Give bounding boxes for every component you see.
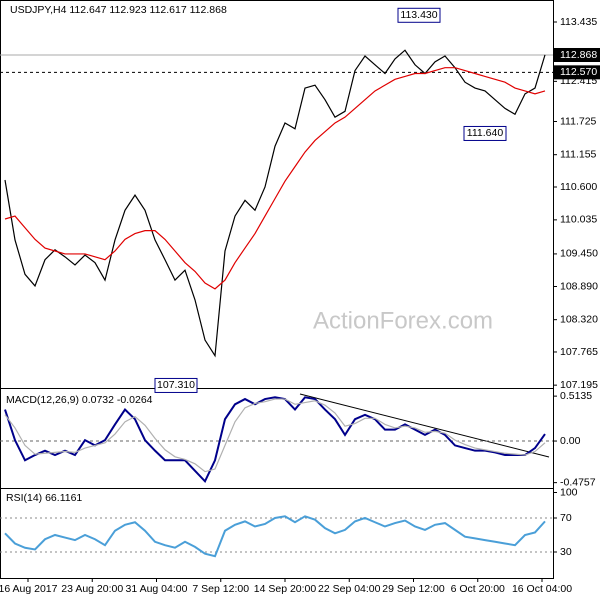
series-line xyxy=(4,398,546,473)
y-tick-label: 108.890 xyxy=(560,280,598,292)
rsi-title: RSI(14) 66.1161 xyxy=(6,492,82,504)
x-tick-label: 14 Sep 20:00 xyxy=(254,583,317,595)
x-tick-label: 7 Sep 12:00 xyxy=(192,583,249,595)
x-tick-label: 6 Oct 20:00 xyxy=(451,583,505,595)
y-tick-label: 30 xyxy=(560,546,572,558)
y-tick-label: 0.5135 xyxy=(560,390,592,402)
trend-line xyxy=(299,393,550,458)
annotation-box xyxy=(154,377,198,393)
watermark: ActionForex.com xyxy=(313,307,493,334)
series-line xyxy=(4,515,546,558)
x-tick-label: 29 Sep 12:00 xyxy=(382,583,445,595)
y-tick-label: 109.450 xyxy=(560,248,598,260)
price-label: 112.868 xyxy=(560,49,597,61)
y-tick-label: 107.195 xyxy=(560,379,598,391)
series-line xyxy=(4,396,546,484)
x-tick-label: 22 Sep 04:00 xyxy=(318,583,381,595)
x-tick-label: 23 Aug 20:00 xyxy=(61,583,123,595)
level-box xyxy=(554,65,600,80)
y-tick-label: 110.600 xyxy=(560,181,597,193)
y-tick-label: 110.035 xyxy=(560,214,597,226)
y-tick-label: -0.4757 xyxy=(560,476,596,488)
annotation-label: 111.640 xyxy=(467,127,504,139)
plot-frame xyxy=(0,0,554,579)
series-line xyxy=(4,67,546,290)
annotation-box xyxy=(463,125,507,141)
y-tick-label: 70 xyxy=(560,512,572,524)
x-tick-label: 31 Aug 04:00 xyxy=(126,583,188,595)
y-tick-label: 111.155 xyxy=(560,148,597,160)
y-tick-label: 0.00 xyxy=(560,435,581,447)
y-tick-label: 111.725 xyxy=(560,115,597,127)
y-tick-label: 108.320 xyxy=(560,313,598,325)
macd-title: MACD(12,26,9) 0.0732 -0.0264 xyxy=(6,394,153,406)
level-label: 112.570 xyxy=(560,66,597,78)
annotation-box xyxy=(397,7,441,23)
y-tick-label: 100 xyxy=(560,486,578,498)
y-tick-label: 113.435 xyxy=(560,16,597,28)
annotation-label: 113.430 xyxy=(400,9,437,21)
price-box xyxy=(554,47,600,62)
annotation-label: 107.310 xyxy=(157,379,195,391)
y-tick-label: 107.765 xyxy=(560,346,598,358)
price-title: USDJPY,H4 112.647 112.923 112.617 112.86… xyxy=(10,4,227,16)
x-tick-label: 16 Oct 04:00 xyxy=(512,583,572,595)
x-tick-label: 16 Aug 2017 xyxy=(0,583,58,595)
